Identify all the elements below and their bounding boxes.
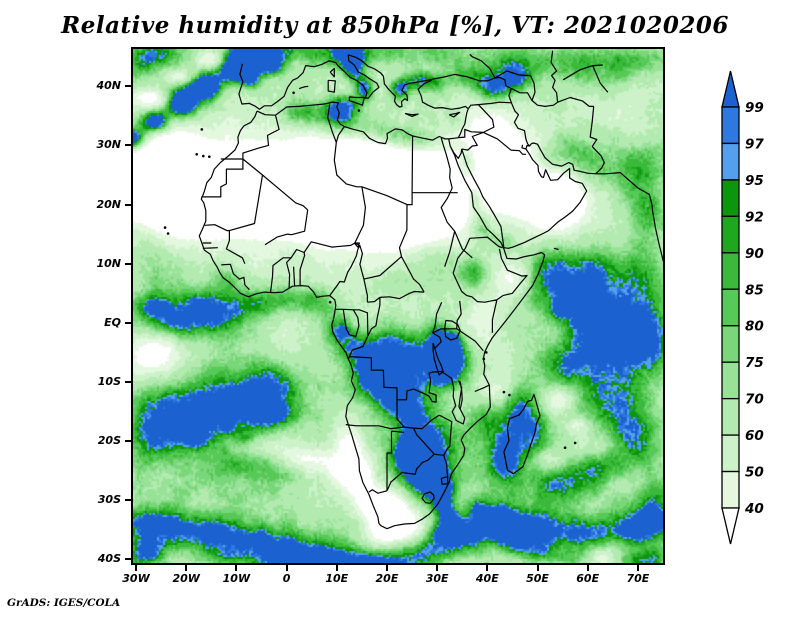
colorbar-label: 92 bbox=[745, 209, 764, 225]
island-dot bbox=[202, 154, 205, 158]
island-dot bbox=[208, 155, 211, 158]
colorbar-segment bbox=[721, 179, 740, 218]
credit-text: GrADS: IGES/COLA bbox=[7, 597, 121, 609]
lon-tick-label: 10E bbox=[325, 572, 349, 585]
island-dot bbox=[482, 357, 486, 361]
colorbar-segment bbox=[721, 434, 740, 473]
lat-tick-label: 10N bbox=[96, 256, 121, 270]
colorbar-label: 95 bbox=[745, 173, 764, 189]
colorbar-segment bbox=[721, 361, 740, 400]
lat-tick-label: 10S bbox=[97, 375, 121, 388]
island-dot bbox=[166, 232, 170, 235]
colorbar-label: 80 bbox=[745, 319, 764, 335]
colorbar-label: 90 bbox=[745, 246, 764, 262]
colorbar-label: 50 bbox=[745, 465, 764, 481]
colorbar-segment bbox=[721, 215, 740, 254]
lat-tick bbox=[125, 499, 131, 502]
lon-tick-label: 30E bbox=[425, 572, 449, 585]
lat-tick-label: 20N bbox=[96, 197, 121, 211]
colorbar-segment bbox=[721, 106, 740, 145]
plot-title: Relative humidity at 850hPa [%], VT: 202… bbox=[61, 12, 729, 39]
island-dot bbox=[357, 109, 361, 112]
island-dot bbox=[200, 128, 204, 131]
map-borders-overlay bbox=[163, 50, 663, 530]
lat-tick bbox=[125, 381, 131, 383]
lat-tick bbox=[125, 558, 131, 561]
lon-tick bbox=[636, 565, 639, 571]
lon-tick bbox=[385, 565, 388, 571]
colorbar-segment bbox=[721, 470, 740, 509]
island-dot bbox=[328, 300, 332, 304]
island-dot bbox=[573, 441, 577, 445]
colorbar-segment bbox=[721, 288, 740, 327]
lon-tick-label: 30W bbox=[122, 572, 150, 585]
lon-tick-label: 60E bbox=[576, 572, 600, 585]
lon-tick bbox=[436, 565, 439, 571]
colorbar-above-arrow bbox=[721, 70, 740, 108]
colorbar-segment bbox=[721, 325, 740, 363]
lat-tick bbox=[125, 321, 131, 324]
lon-tick-label: 20E bbox=[375, 572, 399, 585]
humidity-field-canvas bbox=[133, 49, 663, 563]
country-borders bbox=[198, 50, 663, 530]
lon-tick bbox=[486, 565, 489, 571]
lat-tick-label: 40S bbox=[97, 552, 121, 566]
colorbar-segment bbox=[721, 142, 740, 181]
lat-tick bbox=[125, 440, 131, 443]
lon-tick-label: 10W bbox=[222, 572, 251, 585]
island-dot bbox=[292, 91, 295, 95]
lat-tick bbox=[125, 85, 131, 88]
lat-tick bbox=[125, 262, 131, 265]
island-dot bbox=[163, 226, 167, 229]
lon-tick-label: 0 bbox=[282, 572, 291, 585]
lon-tick bbox=[135, 565, 137, 571]
lat-tick-label: 20S bbox=[97, 434, 121, 448]
island-dot bbox=[195, 153, 198, 156]
colorbar-segment bbox=[721, 252, 740, 290]
colorbar-label: 70 bbox=[745, 392, 764, 408]
colorbar-label: 99 bbox=[745, 100, 764, 116]
lon-tick bbox=[185, 565, 188, 571]
map-plot-area bbox=[131, 47, 665, 565]
lon-tick bbox=[536, 565, 539, 571]
lon-tick-label: 40E bbox=[475, 572, 499, 585]
lat-tick-label: 30S bbox=[97, 493, 121, 507]
lon-tick bbox=[235, 565, 238, 571]
lat-tick-label: 40N bbox=[96, 79, 121, 93]
island-dot bbox=[508, 393, 511, 397]
colorbar-label: 85 bbox=[745, 282, 764, 298]
colorbar-label: 40 bbox=[744, 501, 764, 517]
lat-tick-label: 30N bbox=[96, 138, 121, 152]
colorbar: 99 97 95 92 90 85 80 75 70 60 50 40 bbox=[721, 70, 764, 545]
island-dot bbox=[502, 390, 506, 394]
lon-tick-label: 20W bbox=[172, 572, 200, 585]
colorbar-segment bbox=[721, 397, 740, 436]
island-dot bbox=[563, 446, 567, 450]
lat-tick bbox=[125, 144, 131, 147]
lon-tick-label: 70E bbox=[626, 572, 650, 585]
lon-tick-label: 50E bbox=[526, 572, 549, 585]
lat-tick bbox=[125, 203, 131, 206]
colorbar-label: 97 bbox=[745, 137, 764, 153]
lon-tick bbox=[285, 565, 288, 571]
colorbar-label: 60 bbox=[745, 428, 764, 444]
island-dot bbox=[485, 351, 488, 354]
colorbar-below-arrow bbox=[721, 507, 740, 545]
lat-tick-label: EQ bbox=[104, 315, 121, 329]
lon-tick bbox=[335, 565, 338, 571]
colorbar-label: 75 bbox=[745, 355, 764, 371]
lon-tick bbox=[586, 565, 589, 571]
